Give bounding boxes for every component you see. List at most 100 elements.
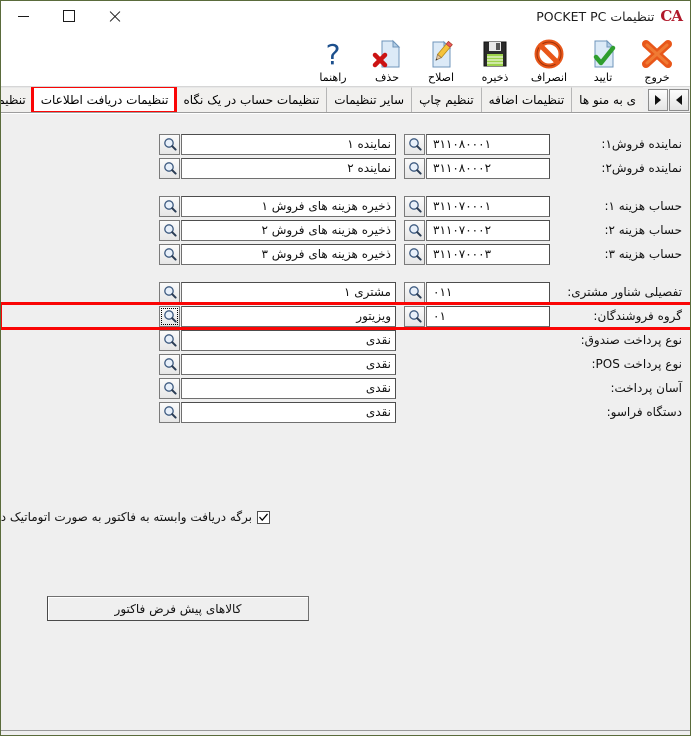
name-input-cash-payment-type[interactable] <box>181 329 396 351</box>
lookup-button-expense-account-2-name[interactable] <box>159 219 180 241</box>
name-group-asan-pardakht <box>159 377 396 399</box>
toolbar-button-save[interactable]: ذخیره <box>468 34 522 84</box>
auto-receipt-checkbox[interactable] <box>257 510 270 524</box>
name-input-pos-payment-type[interactable] <box>181 353 396 375</box>
lookup-button-expense-account-1-code[interactable] <box>404 195 425 217</box>
tab-other-settings[interactable]: سایر تنظیمات <box>326 87 412 112</box>
name-input-expense-account-3[interactable] <box>181 243 396 265</box>
tab-extra-settings[interactable]: تنظیمات اضافه <box>480 87 572 112</box>
lookup-button-sellers-group-code[interactable] <box>404 305 425 327</box>
name-input-sales-agent-2[interactable] <box>181 157 396 179</box>
lookup-button-sales-agent-2-code[interactable] <box>404 157 425 179</box>
code-input-expense-account-3[interactable] <box>426 243 550 265</box>
lookup-button-farasoo-device[interactable] <box>159 401 180 423</box>
lookup-button-customer-floating-detail-code[interactable] <box>404 281 425 303</box>
tab-send-data-settings[interactable]: تنظیمات ارسال اطلاعات <box>1 87 33 112</box>
code-input-expense-account-2[interactable] <box>426 219 550 241</box>
tab-label: تنظیمات اضافه <box>488 93 565 107</box>
form-row-asan-pardakht: آسان پرداخت: <box>1 376 690 400</box>
lookup-button-asan-pardakht[interactable] <box>159 377 180 399</box>
close-button[interactable] <box>91 1 136 31</box>
code-input-sales-agent-2[interactable] <box>426 157 550 179</box>
code-group-sales-agent-1 <box>404 133 550 155</box>
tab-receive-data-settings[interactable]: تنظیمات دریافت اطلاعات <box>30 87 178 112</box>
lookup-button-sales-agent-1-name[interactable] <box>159 133 180 155</box>
name-input-asan-pardakht[interactable] <box>181 377 396 399</box>
code-input-sales-agent-1[interactable] <box>426 133 550 155</box>
name-group-pos-payment-type <box>159 353 396 375</box>
lookup-button-pos-payment-type[interactable] <box>159 353 180 375</box>
svg-text:?: ? <box>326 39 341 69</box>
form-row-expense-account-1: حساب هزینه ۱: <box>1 194 690 218</box>
lookup-button-sellers-group-name[interactable] <box>159 305 180 327</box>
lookup-button-customer-floating-detail-name[interactable] <box>159 281 180 303</box>
toolbar-button-edit[interactable]: اصلاح <box>414 34 468 84</box>
toolbar-button-cancel[interactable]: انصراف <box>522 34 576 84</box>
toolbar-button-delete[interactable]: حذف <box>360 34 414 84</box>
form-row-customer-floating-detail: تفصیلی شناور مشتری: <box>1 280 690 304</box>
tab-account-glance-settings[interactable]: تنظیمات حساب در یک نگاه <box>175 87 327 112</box>
exit-red-x-icon <box>641 38 673 70</box>
code-input-sellers-group[interactable] <box>426 305 550 327</box>
help-question-mark-icon: ? <box>317 38 349 70</box>
form-row-expense-account-3: حساب هزینه ۳: <box>1 242 690 266</box>
code-group-sellers-group <box>404 305 550 327</box>
toolbar-button-help[interactable]: ? راهنما <box>306 34 360 84</box>
name-input-expense-account-1[interactable] <box>181 195 396 217</box>
name-input-sales-agent-1[interactable] <box>181 133 396 155</box>
app-logo-icon: CA <box>660 6 683 25</box>
lookup-button-expense-account-1-name[interactable] <box>159 195 180 217</box>
title-bar-left: CA تنظیمات POCKET PC <box>536 6 690 25</box>
code-group-expense-account-3 <box>404 243 550 265</box>
name-group-expense-account-1 <box>159 195 396 217</box>
name-group-expense-account-2 <box>159 219 396 241</box>
name-input-customer-floating-detail[interactable] <box>181 281 396 303</box>
label-pos-payment-type: نوع پرداخت POS: <box>591 357 682 371</box>
minimize-button[interactable] <box>1 1 46 31</box>
tab-panel-receive-data-settings: نماینده فروش۱: نماینده فروش۲: <box>1 113 690 730</box>
window-title-latin: POCKET PC <box>536 8 607 24</box>
lookup-button-cash-payment-type[interactable] <box>159 329 180 351</box>
lookup-button-expense-account-2-code[interactable] <box>404 219 425 241</box>
code-group-expense-account-1 <box>404 195 550 217</box>
name-input-farasoo-device[interactable] <box>181 401 396 423</box>
main-toolbar: خروج تایید انصراف <box>1 32 690 87</box>
tab-scroll-right-button[interactable] <box>648 88 668 111</box>
settings-form: نماینده فروش۱: نماینده فروش۲: <box>1 132 690 424</box>
tab-menu-shortcuts[interactable]: ی به منو ها <box>571 87 643 112</box>
scroll-left-arrow-icon <box>676 94 682 105</box>
default-invoice-items-button[interactable]: کالاهای پیش فرض فاکتور <box>47 596 309 621</box>
toolbar-label-edit: اصلاح <box>427 71 455 84</box>
code-input-expense-account-1[interactable] <box>426 195 550 217</box>
name-input-expense-account-2[interactable] <box>181 219 396 241</box>
code-group-customer-floating-detail <box>404 281 550 303</box>
code-input-customer-floating-detail[interactable] <box>426 281 550 303</box>
label-cash-payment-type: نوع پرداخت صندوق: <box>580 333 682 347</box>
tab-scroll-buttons <box>645 87 690 112</box>
minimize-icon <box>18 15 29 17</box>
code-spacer-cash-payment-type <box>404 330 550 351</box>
toolbar-button-exit[interactable]: خروج <box>630 34 684 84</box>
window-title: تنظیمات POCKET PC <box>536 9 654 24</box>
tab-print-settings[interactable]: تنظیم چاپ <box>411 87 481 112</box>
toolbar-label-help: راهنما <box>319 71 347 84</box>
tab-scroll-left-button[interactable] <box>669 88 689 111</box>
lookup-button-expense-account-3-code[interactable] <box>404 243 425 265</box>
code-spacer-asan-pardakht <box>404 378 550 399</box>
tab-strip: ی به منو ها تنظیمات اضافه تنظیم چاپ سایر… <box>1 87 690 113</box>
auto-receipt-option[interactable]: برگه دریافت وابسته به فاکتور به صورت اتو… <box>1 510 270 524</box>
close-icon <box>108 10 120 22</box>
toolbar-label-exit: خروج <box>644 71 670 84</box>
lookup-button-sales-agent-1-code[interactable] <box>404 133 425 155</box>
lookup-button-expense-account-3-name[interactable] <box>159 243 180 265</box>
toolbar-label-delete: حذف <box>375 71 399 84</box>
name-group-expense-account-3 <box>159 243 396 265</box>
label-sales-agent-2: نماینده فروش۲: <box>601 161 682 175</box>
label-customer-floating-detail: تفصیلی شناور مشتری: <box>567 285 682 299</box>
scroll-right-arrow-icon <box>655 94 661 105</box>
toolbar-button-confirm[interactable]: تایید <box>576 34 630 84</box>
lookup-button-sales-agent-2-name[interactable] <box>159 157 180 179</box>
name-input-sellers-group[interactable] <box>181 305 396 327</box>
maximize-button[interactable] <box>46 1 91 31</box>
tab-label: سایر تنظیمات <box>334 93 405 107</box>
